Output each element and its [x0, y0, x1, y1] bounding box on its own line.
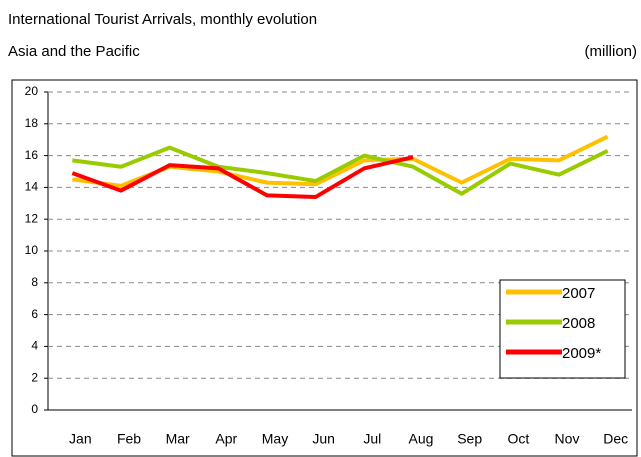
y-tick-label: 20: [25, 84, 39, 98]
y-tick-label: 18: [25, 116, 39, 130]
chart-subtitle: Asia and the Pacific: [8, 43, 140, 60]
unit-label: (million): [585, 43, 638, 60]
y-tick-label: 8: [31, 275, 38, 289]
y-tick-label: 0: [31, 402, 38, 416]
series-line: [72, 145, 609, 196]
x-tick-label: Mar: [166, 431, 190, 447]
y-tick-label: 12: [25, 211, 39, 225]
y-tick-label: 4: [31, 339, 38, 353]
x-tick-label: Oct: [507, 431, 529, 447]
legend-box: [499, 279, 626, 379]
x-tick-label: Jul: [363, 431, 381, 447]
x-tick-label: May: [262, 431, 288, 447]
x-tick-label: Jan: [69, 431, 92, 447]
x-tick-label: Sep: [457, 431, 482, 447]
y-tick-label: 2: [31, 370, 38, 384]
x-tick-label: Apr: [215, 431, 237, 447]
x-tick-label: Dec: [603, 431, 628, 447]
y-tick-label: 10: [25, 243, 39, 257]
legend-label: 2009*: [562, 345, 601, 362]
legend-label: 2007: [562, 285, 595, 302]
x-tick-label: Aug: [409, 431, 434, 447]
y-tick-label: 14: [25, 180, 39, 194]
chart-title: International Tourist Arrivals, monthly …: [8, 11, 317, 28]
series-line: [71, 155, 414, 199]
series-line: [72, 134, 609, 188]
legend-label: 2008: [562, 315, 595, 332]
y-tick-label: 6: [31, 307, 38, 321]
x-tick-label: Feb: [117, 431, 141, 447]
x-tick-label: Jun: [312, 431, 335, 447]
y-tick-label: 16: [25, 148, 39, 162]
x-tick-label: Nov: [555, 431, 580, 447]
chart-frame: [11, 79, 638, 457]
